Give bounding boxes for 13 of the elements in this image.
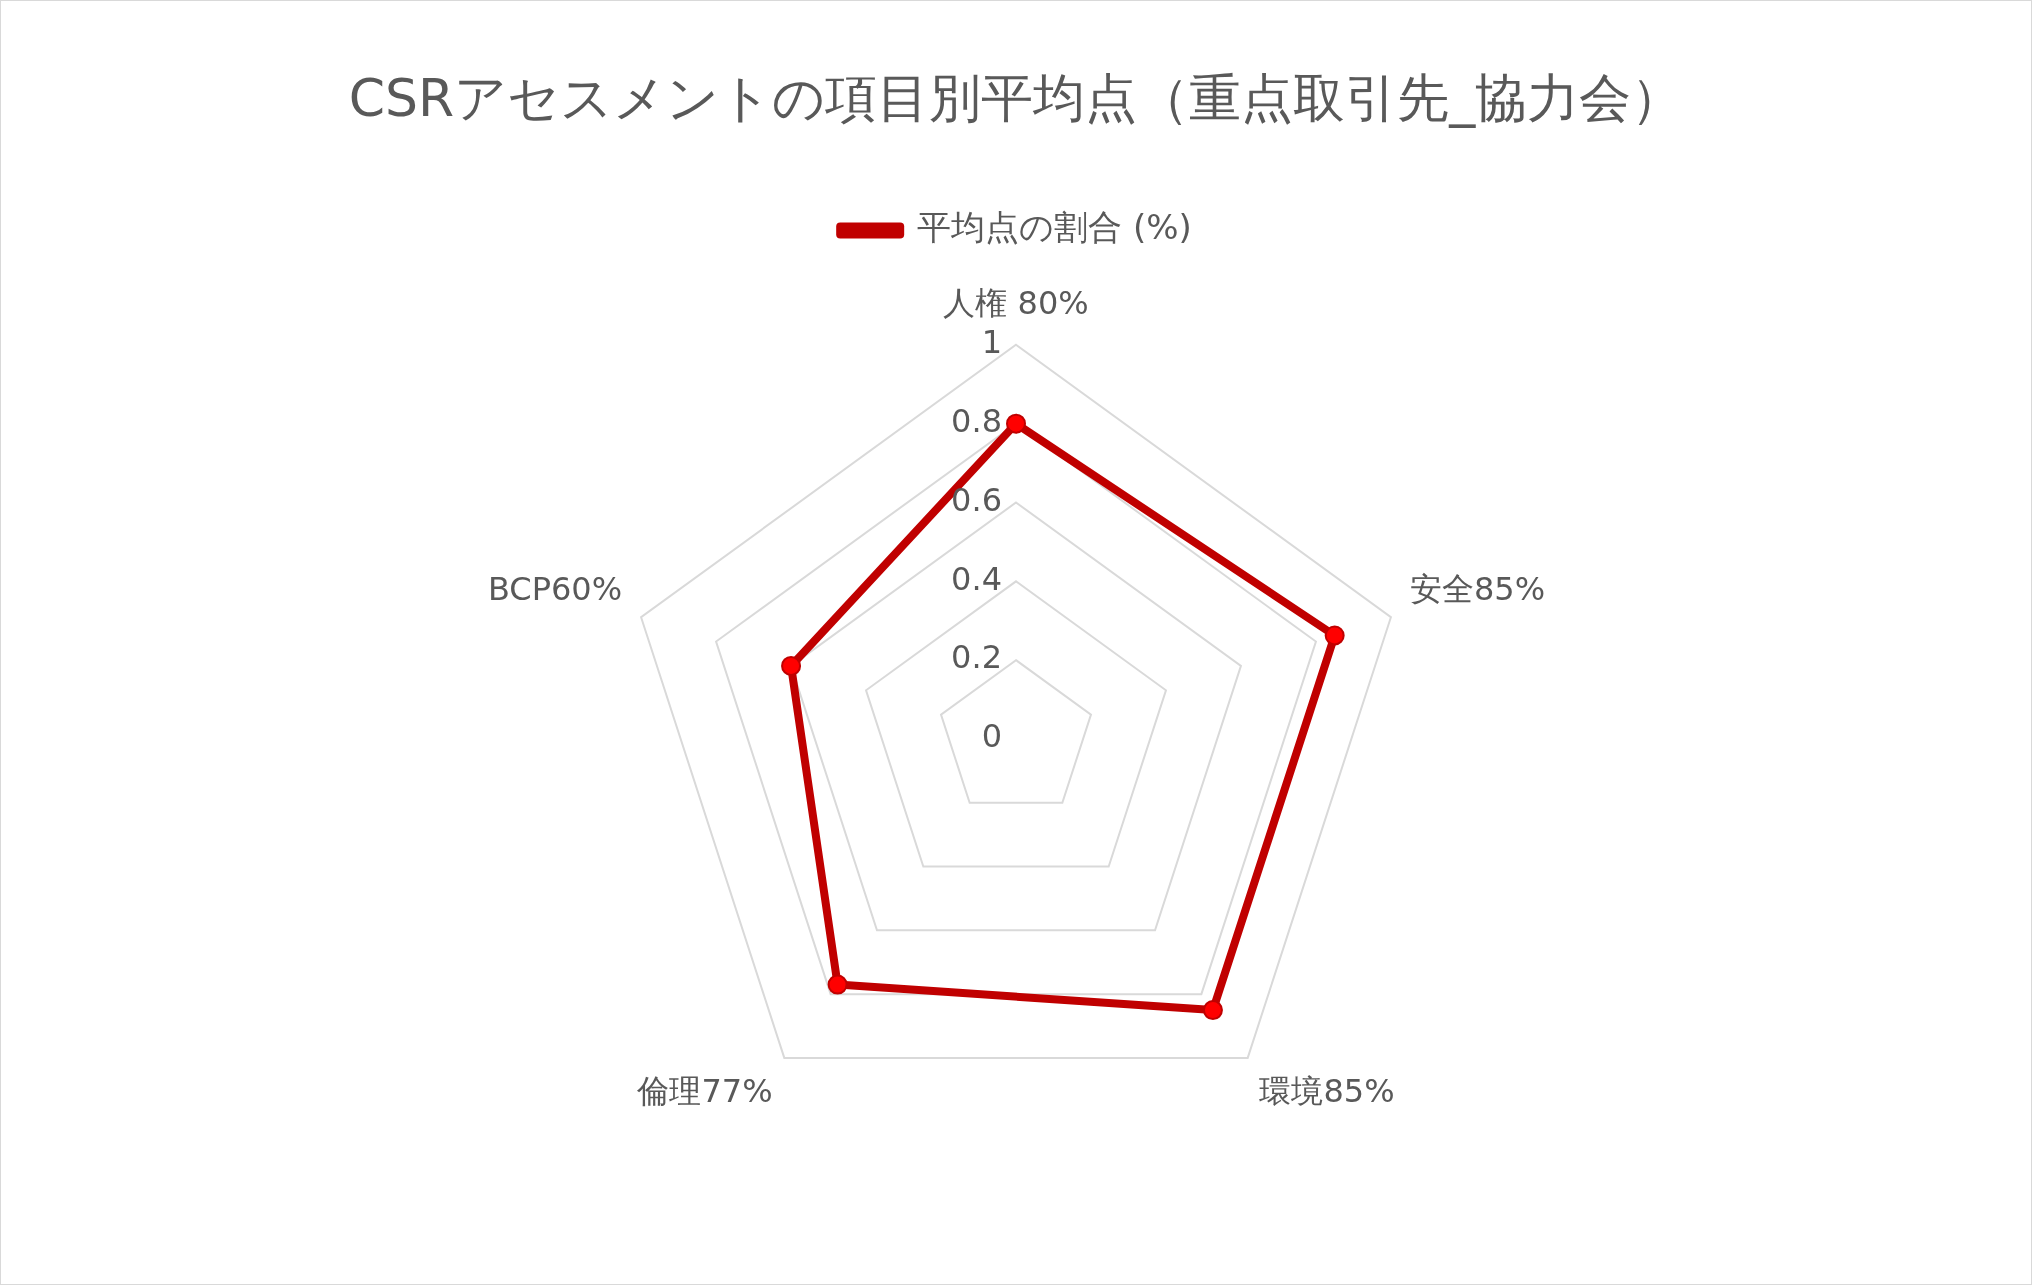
y-tick-label: 0.6: [951, 480, 1002, 519]
spoke-label: BCP60%: [487, 570, 623, 609]
y-tick-label: 0.4: [951, 559, 1002, 598]
spoke-label: 環境85%: [1259, 1071, 1395, 1110]
y-tick-label: 0.8: [951, 401, 1002, 440]
spoke-label: 倫理77%: [636, 1071, 773, 1110]
y-tick-label: 1: [981, 323, 1002, 362]
chart-title: CSRアセスメントの項目別平均点（重点取引先_協力会）: [348, 67, 1684, 128]
y-tick-label: 0: [981, 717, 1002, 756]
spoke-label: 人権 80%: [943, 283, 1089, 322]
y-tick-label: 0.2: [951, 638, 1002, 677]
spoke-label: 安全85%: [1409, 570, 1546, 609]
legend-label: 平均点の割合 (%): [917, 207, 1192, 248]
